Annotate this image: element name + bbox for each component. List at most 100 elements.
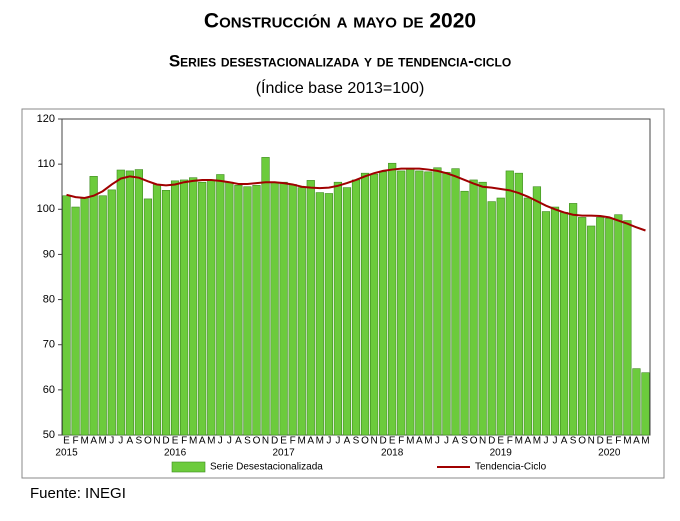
bar bbox=[559, 212, 569, 436]
x-tick-label: M bbox=[515, 436, 523, 447]
y-tick-label: 60 bbox=[43, 384, 55, 396]
bar bbox=[578, 217, 587, 436]
x-tick-label: O bbox=[253, 436, 261, 447]
bar bbox=[225, 181, 234, 436]
x-tick-label: D bbox=[271, 436, 278, 447]
bar bbox=[143, 198, 153, 436]
bar bbox=[189, 177, 198, 436]
x-tick-label: E bbox=[497, 436, 504, 447]
bar bbox=[333, 181, 343, 436]
bar bbox=[469, 179, 478, 436]
bar bbox=[116, 169, 125, 436]
bar bbox=[388, 162, 397, 436]
x-tick-label: A bbox=[633, 436, 640, 447]
bar bbox=[351, 179, 361, 436]
x-tick-label: N bbox=[153, 436, 160, 447]
x-tick-label: M bbox=[207, 436, 215, 447]
y-tick-label: 100 bbox=[37, 203, 55, 215]
x-tick-label: N bbox=[479, 436, 486, 447]
bar bbox=[252, 185, 261, 436]
x-tick-label: M bbox=[189, 436, 197, 447]
x-tick-label: O bbox=[470, 436, 478, 447]
bar bbox=[80, 197, 89, 436]
bar bbox=[134, 169, 143, 436]
bar bbox=[523, 197, 532, 436]
x-tick-label: S bbox=[244, 436, 251, 447]
bar bbox=[442, 171, 451, 436]
y-tick-label: 120 bbox=[37, 113, 55, 125]
year-label: 2018 bbox=[381, 448, 404, 459]
source: Fuente: INEGI bbox=[30, 485, 126, 502]
x-tick-label: F bbox=[507, 436, 513, 447]
x-tick-label: M bbox=[99, 436, 107, 447]
x-tick-label: O bbox=[144, 436, 152, 447]
x-tick-label: J bbox=[543, 436, 548, 447]
x-tick-label: J bbox=[553, 436, 558, 447]
x-tick-label: M bbox=[641, 436, 649, 447]
x-tick-label: D bbox=[488, 436, 495, 447]
bar bbox=[216, 174, 225, 436]
x-tick-label: J bbox=[227, 436, 232, 447]
bar bbox=[207, 179, 216, 436]
legend-label: Tendencia-Ciclo bbox=[475, 462, 547, 473]
x-tick-label: J bbox=[109, 436, 114, 447]
x-tick-label: D bbox=[380, 436, 387, 447]
x-tick-label: S bbox=[570, 436, 577, 447]
bar bbox=[478, 181, 487, 436]
bar bbox=[98, 195, 107, 436]
bar bbox=[279, 181, 288, 436]
bar bbox=[324, 193, 333, 436]
y-tick-label: 50 bbox=[43, 429, 55, 441]
year-label: 2020 bbox=[598, 448, 621, 459]
x-tick-label: E bbox=[389, 436, 396, 447]
x-tick-label: N bbox=[588, 436, 595, 447]
bar bbox=[569, 203, 578, 436]
bar bbox=[587, 225, 596, 436]
x-tick-label: F bbox=[290, 436, 296, 447]
x-tick-label: M bbox=[316, 436, 324, 447]
x-tick-label: S bbox=[353, 436, 360, 447]
x-tick-label: A bbox=[307, 436, 314, 447]
x-tick-label: A bbox=[416, 436, 423, 447]
x-tick-label: F bbox=[73, 436, 79, 447]
x-tick-label: E bbox=[63, 436, 70, 447]
x-tick-label: A bbox=[452, 436, 459, 447]
bar bbox=[451, 168, 460, 436]
x-tick-label: M bbox=[533, 436, 541, 447]
bar bbox=[424, 171, 433, 436]
x-tick-label: J bbox=[218, 436, 223, 447]
x-tick-label: O bbox=[578, 436, 586, 447]
x-tick-label: M bbox=[424, 436, 432, 447]
x-tick-label: E bbox=[280, 436, 287, 447]
x-tick-label: A bbox=[561, 436, 568, 447]
year-label: 2019 bbox=[490, 448, 513, 459]
unit-note: (Índice base 2013=100) bbox=[256, 78, 425, 97]
bar bbox=[369, 173, 379, 436]
bar bbox=[297, 187, 306, 436]
bar bbox=[161, 190, 171, 436]
x-tick-label: F bbox=[398, 436, 404, 447]
bar bbox=[433, 167, 442, 436]
x-tick-label: M bbox=[80, 436, 88, 447]
y-tick-label: 90 bbox=[43, 248, 55, 260]
bar bbox=[170, 180, 180, 436]
bar bbox=[107, 189, 116, 436]
x-tick-label: M bbox=[406, 436, 414, 447]
y-tick-label: 70 bbox=[43, 339, 55, 351]
trend-line bbox=[66, 167, 646, 232]
bar bbox=[406, 168, 415, 436]
x-tick-label: A bbox=[525, 436, 532, 447]
year-label: 2015 bbox=[55, 448, 78, 459]
year-label: 2016 bbox=[164, 448, 187, 459]
x-tick-label: M bbox=[623, 436, 631, 447]
bar bbox=[460, 190, 469, 436]
bar bbox=[541, 211, 551, 436]
bar bbox=[641, 372, 650, 436]
bar bbox=[342, 187, 352, 436]
bar bbox=[152, 184, 162, 436]
bar bbox=[532, 186, 542, 436]
bar bbox=[605, 218, 614, 436]
bar bbox=[623, 220, 632, 436]
bar bbox=[180, 179, 189, 436]
